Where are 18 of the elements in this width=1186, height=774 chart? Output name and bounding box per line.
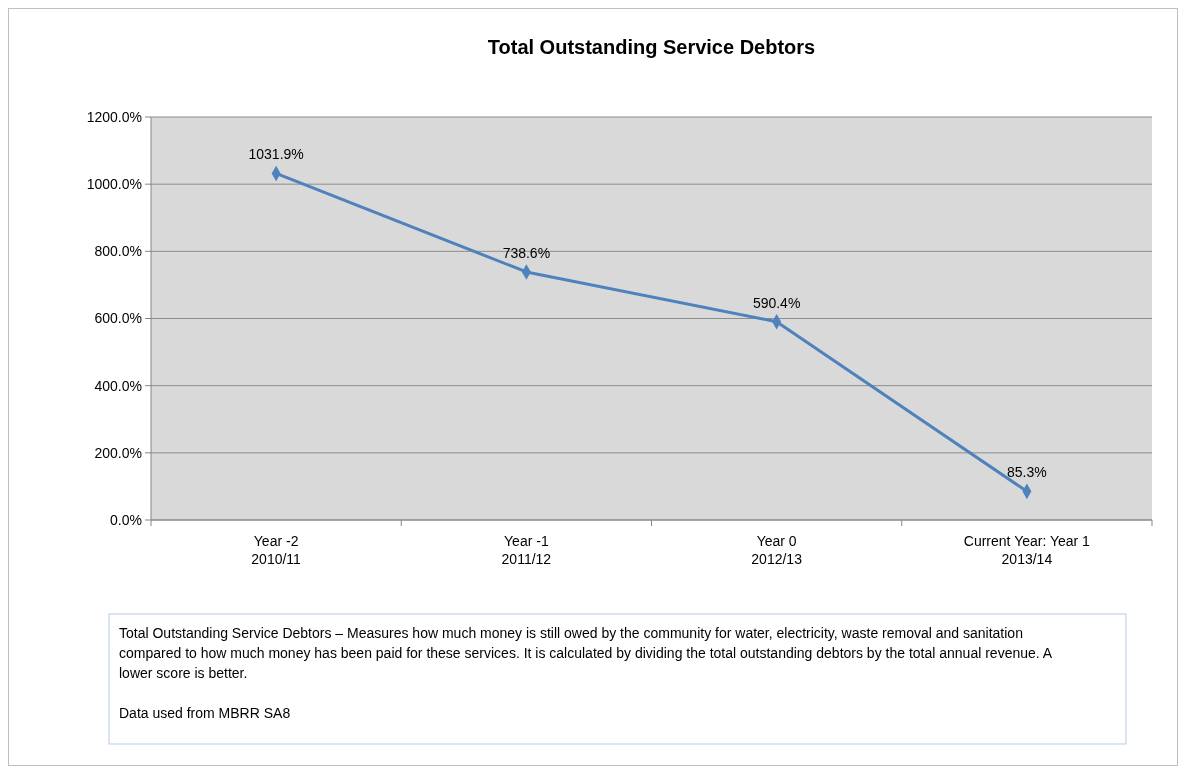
text: Total Outstanding Service Debtors – Measures how much money is still owed by the community for water, electricity, waste removal and sanitation compared to how much money has been paid for these services. It is calculated by dividing the total outstanding debtors by the total annual revenue. A lower score is better.: [119, 625, 1053, 681]
y-tick-label: 0.0%: [110, 511, 142, 528]
data-label: 738.6%: [502, 244, 551, 261]
chart-title: Total Outstanding Service Debtors: [487, 36, 816, 58]
data-label: 85.3%: [1007, 464, 1047, 481]
y-tick-label: 800.0%: [94, 243, 142, 260]
y-tick-label: 400.0%: [94, 377, 142, 394]
data-label: 590.4%: [752, 294, 801, 311]
x-tick-label: Year -1 2011/12: [501, 533, 552, 567]
y-tick-label: 200.0%: [94, 444, 142, 461]
data-label: 1031.9%: [248, 146, 304, 163]
y-tick-label: 600.0%: [94, 310, 142, 327]
x-tick-label: Year 0 2012/13: [751, 533, 803, 567]
y-tick-label: 1200.0%: [86, 108, 142, 125]
text: Data used from MBRR SA8: [119, 705, 291, 721]
x-tick-label: Current Year: Year 1 2013/14: [963, 533, 1091, 567]
x-tick-label: Year -2 2010/11: [251, 533, 302, 567]
y-tick-label: 1000.0%: [86, 176, 142, 193]
